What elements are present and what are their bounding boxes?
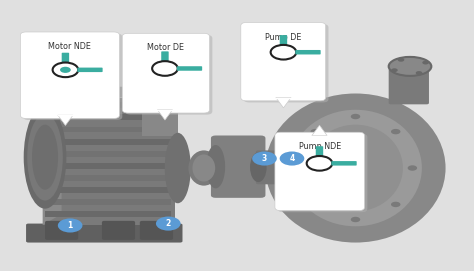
Circle shape xyxy=(422,61,429,64)
Circle shape xyxy=(391,202,401,207)
Ellipse shape xyxy=(165,133,191,203)
FancyBboxPatch shape xyxy=(77,67,102,72)
Circle shape xyxy=(307,156,332,171)
FancyBboxPatch shape xyxy=(20,32,119,118)
FancyBboxPatch shape xyxy=(256,150,322,184)
FancyBboxPatch shape xyxy=(316,146,323,163)
Polygon shape xyxy=(157,110,173,120)
Ellipse shape xyxy=(32,125,58,190)
FancyBboxPatch shape xyxy=(102,221,135,240)
Text: 2: 2 xyxy=(165,219,171,228)
FancyBboxPatch shape xyxy=(45,163,171,169)
Polygon shape xyxy=(276,98,291,108)
FancyBboxPatch shape xyxy=(389,69,429,104)
Circle shape xyxy=(252,151,277,166)
Text: Pump DE: Pump DE xyxy=(265,33,301,41)
FancyBboxPatch shape xyxy=(45,199,171,205)
Circle shape xyxy=(351,114,360,119)
Text: 1: 1 xyxy=(67,221,73,230)
Circle shape xyxy=(271,45,296,60)
Circle shape xyxy=(60,67,71,73)
FancyBboxPatch shape xyxy=(45,127,171,133)
Ellipse shape xyxy=(289,110,422,226)
FancyBboxPatch shape xyxy=(45,211,171,217)
Ellipse shape xyxy=(27,114,63,201)
FancyBboxPatch shape xyxy=(275,132,365,211)
Text: 4: 4 xyxy=(289,154,295,163)
FancyBboxPatch shape xyxy=(211,136,265,198)
FancyBboxPatch shape xyxy=(244,24,328,102)
FancyBboxPatch shape xyxy=(45,187,171,193)
Circle shape xyxy=(408,165,417,171)
Text: Pump NDE: Pump NDE xyxy=(299,142,341,151)
FancyBboxPatch shape xyxy=(142,98,178,136)
Text: 3: 3 xyxy=(262,154,267,163)
FancyBboxPatch shape xyxy=(295,50,320,54)
Circle shape xyxy=(310,202,320,207)
Text: Motor NDE: Motor NDE xyxy=(48,42,91,51)
FancyBboxPatch shape xyxy=(45,102,171,108)
Ellipse shape xyxy=(206,145,225,188)
Ellipse shape xyxy=(24,106,66,209)
FancyBboxPatch shape xyxy=(122,33,210,113)
Ellipse shape xyxy=(308,125,403,211)
FancyBboxPatch shape xyxy=(161,51,169,68)
Circle shape xyxy=(280,151,304,166)
Text: Motor DE: Motor DE xyxy=(147,43,184,52)
Ellipse shape xyxy=(265,93,446,243)
Ellipse shape xyxy=(188,150,219,186)
Ellipse shape xyxy=(192,154,215,182)
Polygon shape xyxy=(312,125,327,136)
FancyBboxPatch shape xyxy=(26,224,182,243)
FancyBboxPatch shape xyxy=(45,114,171,120)
Circle shape xyxy=(391,129,401,134)
Circle shape xyxy=(398,58,404,62)
Circle shape xyxy=(416,71,422,75)
FancyBboxPatch shape xyxy=(45,151,171,157)
Circle shape xyxy=(53,63,78,77)
FancyBboxPatch shape xyxy=(140,221,173,240)
Circle shape xyxy=(351,217,360,222)
Circle shape xyxy=(58,218,82,233)
FancyBboxPatch shape xyxy=(45,138,171,144)
FancyBboxPatch shape xyxy=(331,161,356,166)
FancyBboxPatch shape xyxy=(62,53,69,70)
FancyBboxPatch shape xyxy=(178,164,197,172)
Ellipse shape xyxy=(250,152,267,182)
Circle shape xyxy=(391,68,398,72)
Polygon shape xyxy=(43,87,190,98)
FancyBboxPatch shape xyxy=(23,34,122,120)
FancyBboxPatch shape xyxy=(43,98,175,225)
FancyBboxPatch shape xyxy=(177,66,202,71)
FancyBboxPatch shape xyxy=(125,35,212,115)
FancyBboxPatch shape xyxy=(241,22,326,101)
Polygon shape xyxy=(142,87,190,98)
FancyBboxPatch shape xyxy=(45,221,78,240)
FancyBboxPatch shape xyxy=(278,134,367,212)
Circle shape xyxy=(156,217,181,231)
FancyBboxPatch shape xyxy=(45,175,171,181)
Polygon shape xyxy=(58,115,73,125)
Circle shape xyxy=(294,165,303,171)
FancyBboxPatch shape xyxy=(280,35,287,52)
Ellipse shape xyxy=(389,57,431,76)
Circle shape xyxy=(152,61,178,76)
Circle shape xyxy=(310,129,320,134)
Polygon shape xyxy=(43,87,62,225)
